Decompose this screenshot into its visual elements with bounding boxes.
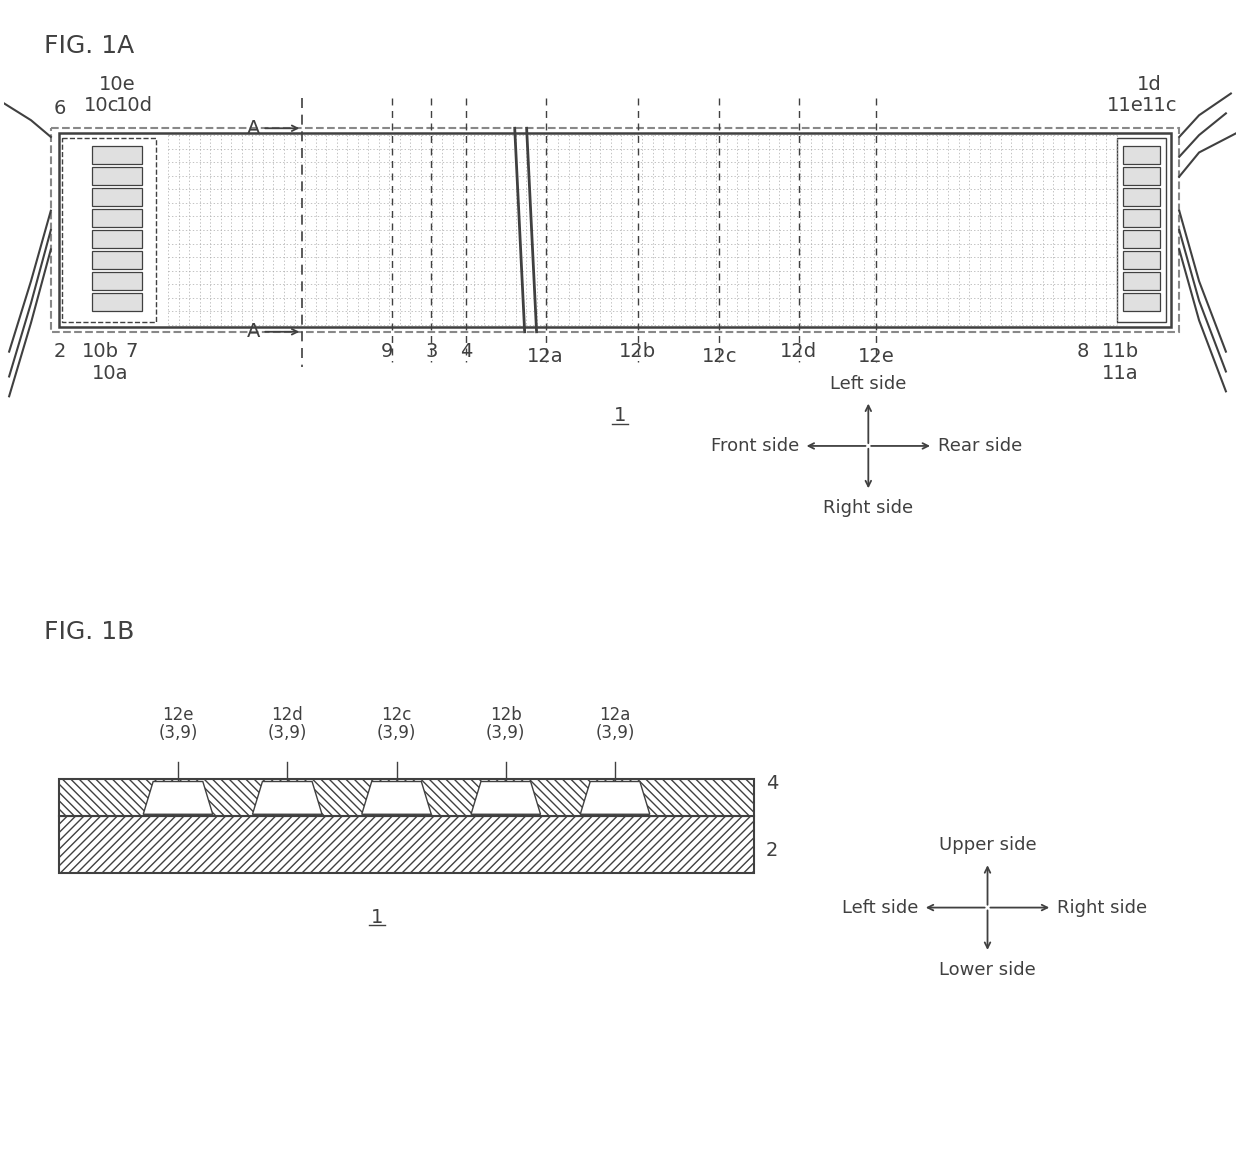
Text: 11e: 11e bbox=[1107, 97, 1143, 115]
Bar bbox=[1122, 251, 1161, 268]
Text: 12d: 12d bbox=[780, 342, 817, 361]
Bar bbox=[58, 779, 754, 817]
Text: 12d: 12d bbox=[272, 706, 303, 723]
Bar bbox=[92, 272, 143, 290]
Text: 1: 1 bbox=[371, 908, 383, 926]
Polygon shape bbox=[144, 781, 213, 814]
Text: Right side: Right side bbox=[823, 499, 914, 517]
Text: 12a: 12a bbox=[527, 347, 564, 365]
Text: 8: 8 bbox=[1076, 342, 1089, 361]
Text: 10a: 10a bbox=[92, 364, 128, 382]
Bar bbox=[92, 293, 143, 311]
Bar bbox=[1122, 188, 1161, 206]
Text: (3,9): (3,9) bbox=[268, 723, 308, 742]
Text: 10d: 10d bbox=[115, 97, 153, 115]
Text: 2: 2 bbox=[766, 841, 779, 861]
Text: 11b: 11b bbox=[1102, 342, 1138, 361]
Bar bbox=[1122, 146, 1161, 164]
Text: 2: 2 bbox=[53, 342, 66, 361]
Text: Left side: Left side bbox=[842, 899, 918, 917]
Bar bbox=[1122, 293, 1161, 311]
Bar bbox=[58, 817, 754, 873]
Bar bbox=[62, 138, 156, 321]
Text: Front side: Front side bbox=[711, 437, 799, 455]
Text: 12a: 12a bbox=[599, 706, 631, 723]
Text: 6: 6 bbox=[53, 99, 66, 119]
Polygon shape bbox=[471, 781, 541, 814]
Bar bbox=[51, 128, 1179, 332]
Text: Rear side: Rear side bbox=[937, 437, 1022, 455]
Text: 7: 7 bbox=[125, 342, 138, 361]
Text: A: A bbox=[247, 323, 260, 341]
Text: 11c: 11c bbox=[1142, 97, 1177, 115]
Text: 1: 1 bbox=[614, 407, 626, 425]
Text: FIG. 1B: FIG. 1B bbox=[43, 620, 134, 644]
Polygon shape bbox=[362, 781, 432, 814]
Text: 12e: 12e bbox=[858, 347, 894, 365]
Bar bbox=[1117, 138, 1167, 321]
Text: 3: 3 bbox=[425, 342, 438, 361]
Text: Right side: Right side bbox=[1056, 899, 1147, 917]
Bar bbox=[1122, 167, 1161, 185]
Bar bbox=[92, 167, 143, 185]
Bar bbox=[1122, 272, 1161, 290]
Bar bbox=[1122, 230, 1161, 248]
Text: (3,9): (3,9) bbox=[595, 723, 635, 742]
Polygon shape bbox=[253, 781, 322, 814]
Text: 12e: 12e bbox=[162, 706, 193, 723]
Bar bbox=[92, 230, 143, 248]
Text: (3,9): (3,9) bbox=[377, 723, 417, 742]
Text: 11a: 11a bbox=[1102, 364, 1138, 382]
Text: FIG. 1A: FIG. 1A bbox=[43, 33, 134, 58]
Bar bbox=[92, 146, 143, 164]
Text: 10c: 10c bbox=[83, 97, 119, 115]
Text: 12b: 12b bbox=[619, 342, 656, 361]
Bar bbox=[58, 134, 1172, 327]
Bar bbox=[92, 209, 143, 227]
Text: 10e: 10e bbox=[98, 75, 135, 93]
Text: 10b: 10b bbox=[82, 342, 119, 361]
Text: 1d: 1d bbox=[1137, 75, 1161, 93]
Bar bbox=[92, 188, 143, 206]
Polygon shape bbox=[580, 781, 650, 814]
Text: A: A bbox=[247, 119, 260, 138]
Text: Left side: Left side bbox=[830, 374, 906, 393]
Text: 12b: 12b bbox=[490, 706, 522, 723]
Text: 4: 4 bbox=[766, 774, 779, 793]
Bar bbox=[92, 251, 143, 268]
Text: 12c: 12c bbox=[382, 706, 412, 723]
Text: Lower side: Lower side bbox=[939, 961, 1035, 979]
Text: Upper side: Upper side bbox=[939, 836, 1037, 855]
Text: 12c: 12c bbox=[702, 347, 737, 365]
Bar bbox=[1122, 209, 1161, 227]
Text: (3,9): (3,9) bbox=[159, 723, 197, 742]
Text: 4: 4 bbox=[460, 342, 472, 361]
Text: 9: 9 bbox=[381, 342, 393, 361]
Text: (3,9): (3,9) bbox=[486, 723, 526, 742]
